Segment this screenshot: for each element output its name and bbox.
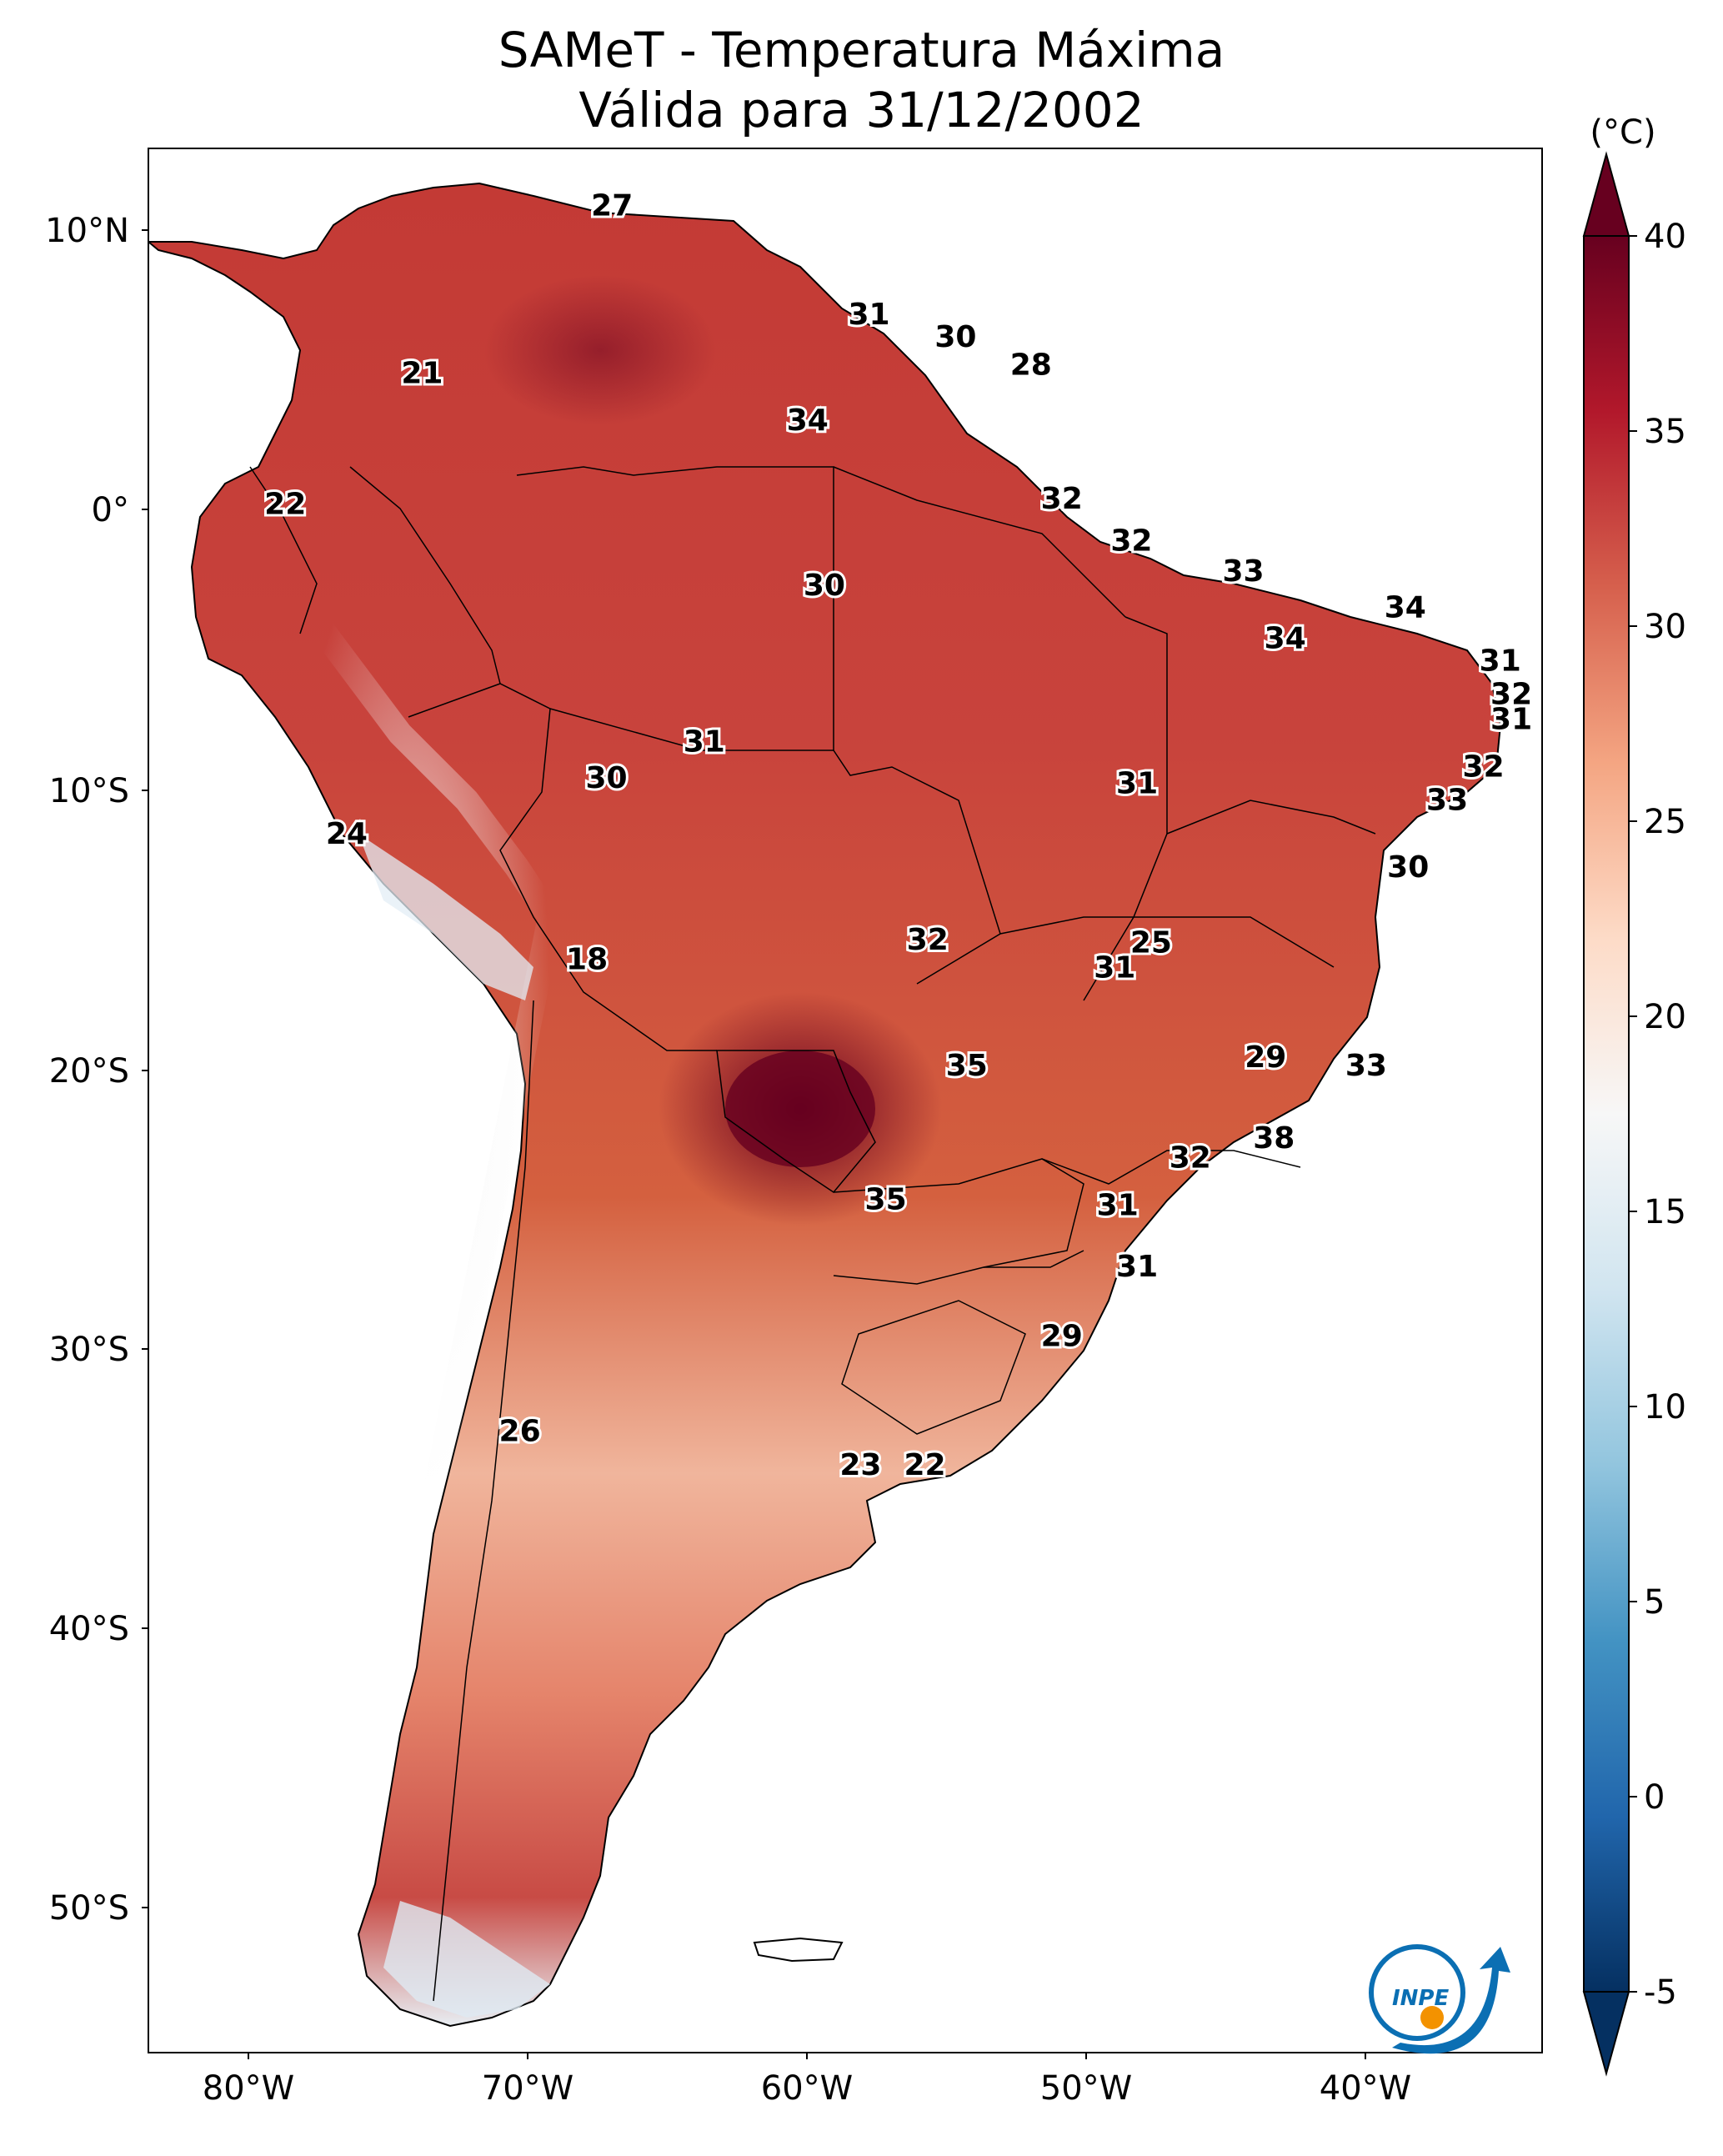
lon-axis: 80°W 70°W 60°W 50°W 40°W bbox=[203, 2053, 1411, 2108]
temperature-label: 35 bbox=[946, 1049, 988, 1083]
logo-arrow bbox=[1392, 1947, 1510, 2054]
colorbar: (°C) 40 35 30 25 20 15 10 5 0 -5 bbox=[1582, 113, 1686, 2077]
colorbar-bar bbox=[1583, 235, 1630, 1993]
colorbar-unit: (°C) bbox=[1590, 113, 1655, 152]
country-borders bbox=[249, 466, 1376, 2002]
heat-amazon bbox=[483, 275, 717, 425]
lat-tick-label: 30°S bbox=[49, 1331, 129, 1369]
temperature-label: 32 bbox=[1463, 750, 1505, 785]
colorbar-tick-label: 0 bbox=[1644, 1778, 1665, 1817]
temperature-label: 30 bbox=[934, 320, 976, 354]
temperature-label: 30 bbox=[804, 569, 845, 603]
colorbar-tick-label: 30 bbox=[1644, 608, 1686, 646]
temperature-label: 34 bbox=[1385, 591, 1426, 625]
lat-tick-label: 40°S bbox=[49, 1610, 129, 1648]
lat-tick-label: 10°N bbox=[45, 212, 129, 250]
lat-tick-label: 0° bbox=[92, 491, 129, 529]
lon-tick-label: 50°W bbox=[1040, 2069, 1132, 2108]
temperature-label: 38 bbox=[1253, 1121, 1295, 1156]
temperature-label: 31 bbox=[848, 298, 889, 332]
temperature-label: 33 bbox=[1222, 554, 1264, 589]
colorbar-extend-min bbox=[1582, 1991, 1630, 2077]
lon-tick-label: 80°W bbox=[203, 2069, 294, 2108]
lat-tick-label: 50°S bbox=[49, 1889, 129, 1928]
colorbar-tick-label: 10 bbox=[1644, 1388, 1686, 1426]
temperature-label: 26 bbox=[499, 1415, 541, 1449]
falkland-islands bbox=[753, 1937, 844, 1963]
colorbar-tick-label: 15 bbox=[1644, 1193, 1686, 1231]
temperature-label: 31 bbox=[1490, 703, 1532, 737]
temperature-label: 21 bbox=[401, 356, 443, 390]
temperature-label: 30 bbox=[1387, 850, 1429, 885]
temperature-label: 29 bbox=[1245, 1040, 1286, 1075]
temperature-label: 31 bbox=[1097, 1188, 1139, 1222]
heat-core-chaco bbox=[725, 1050, 875, 1167]
lat-axis: 10°N 0° 10°S 20°S 30°S 40°S 50°S bbox=[45, 212, 148, 1928]
temperature-label: 34 bbox=[1265, 622, 1306, 656]
temperature-label: 32 bbox=[1041, 482, 1083, 516]
map-subtitle: Válida para 31/12/2002 bbox=[579, 82, 1144, 138]
temperature-label: 28 bbox=[1010, 348, 1052, 382]
temperature-label: 18 bbox=[566, 943, 608, 977]
temperature-label: 29 bbox=[1041, 1320, 1083, 1354]
temperature-label: 34 bbox=[787, 404, 829, 438]
temperature-label: 33 bbox=[1345, 1049, 1387, 1083]
temperature-label: 25 bbox=[1130, 926, 1172, 960]
logo-dot bbox=[1420, 2006, 1444, 2029]
map-title: SAMeT - Temperatura Máxima bbox=[498, 22, 1225, 78]
temperature-label: 35 bbox=[865, 1183, 907, 1217]
temperature-label: 31 bbox=[1480, 644, 1521, 678]
colorbar-tick-label: -5 bbox=[1644, 1973, 1677, 2012]
temperature-label: 30 bbox=[585, 761, 627, 795]
colorbar-tick-label: 40 bbox=[1644, 218, 1686, 256]
inpe-logo: INPE bbox=[1369, 1944, 1510, 2054]
temperature-label: 22 bbox=[904, 1448, 945, 1482]
patagonia-cool-zone bbox=[383, 1901, 550, 2018]
temperature-label: 32 bbox=[1170, 1141, 1211, 1175]
colorbar-tick-label: 35 bbox=[1644, 413, 1686, 451]
lon-tick-label: 60°W bbox=[761, 2069, 853, 2108]
land-layer bbox=[148, 182, 1502, 2028]
lon-tick-label: 40°W bbox=[1320, 2069, 1411, 2108]
temperature-label: 23 bbox=[839, 1448, 881, 1482]
colorbar-tick-label: 20 bbox=[1644, 998, 1686, 1036]
temperature-label: 31 bbox=[1116, 1250, 1158, 1284]
colorbar-tick-label: 25 bbox=[1644, 803, 1686, 841]
temperature-label: 33 bbox=[1426, 784, 1468, 818]
temperature-label: 32 bbox=[1490, 677, 1532, 711]
colorbar-tick-label: 5 bbox=[1644, 1583, 1665, 1622]
temperature-label: 31 bbox=[1116, 767, 1158, 801]
lon-tick-label: 70°W bbox=[482, 2069, 573, 2108]
temperature-label: 32 bbox=[1110, 524, 1152, 558]
colorbar-extend-max bbox=[1582, 151, 1630, 237]
lat-tick-label: 20°S bbox=[49, 1052, 129, 1091]
logo-text: INPE bbox=[1392, 1986, 1449, 2011]
temperature-label: 24 bbox=[326, 817, 368, 851]
temperature-label: 32 bbox=[907, 923, 949, 957]
temperature-label: 31 bbox=[684, 725, 725, 759]
temperature-label: 27 bbox=[591, 188, 633, 223]
lat-tick-label: 10°S bbox=[49, 772, 129, 810]
altiplano-cool-zone bbox=[358, 834, 533, 1000]
logo-orbit bbox=[1369, 1944, 1465, 2041]
colorbar-ticks: 40 35 30 25 20 15 10 5 0 -5 bbox=[1629, 218, 1686, 2012]
andes-cool-band bbox=[263, 521, 563, 1513]
map-frame bbox=[148, 148, 1543, 2053]
temperature-label: 31 bbox=[1094, 951, 1135, 985]
temperature-label: 22 bbox=[264, 488, 306, 522]
